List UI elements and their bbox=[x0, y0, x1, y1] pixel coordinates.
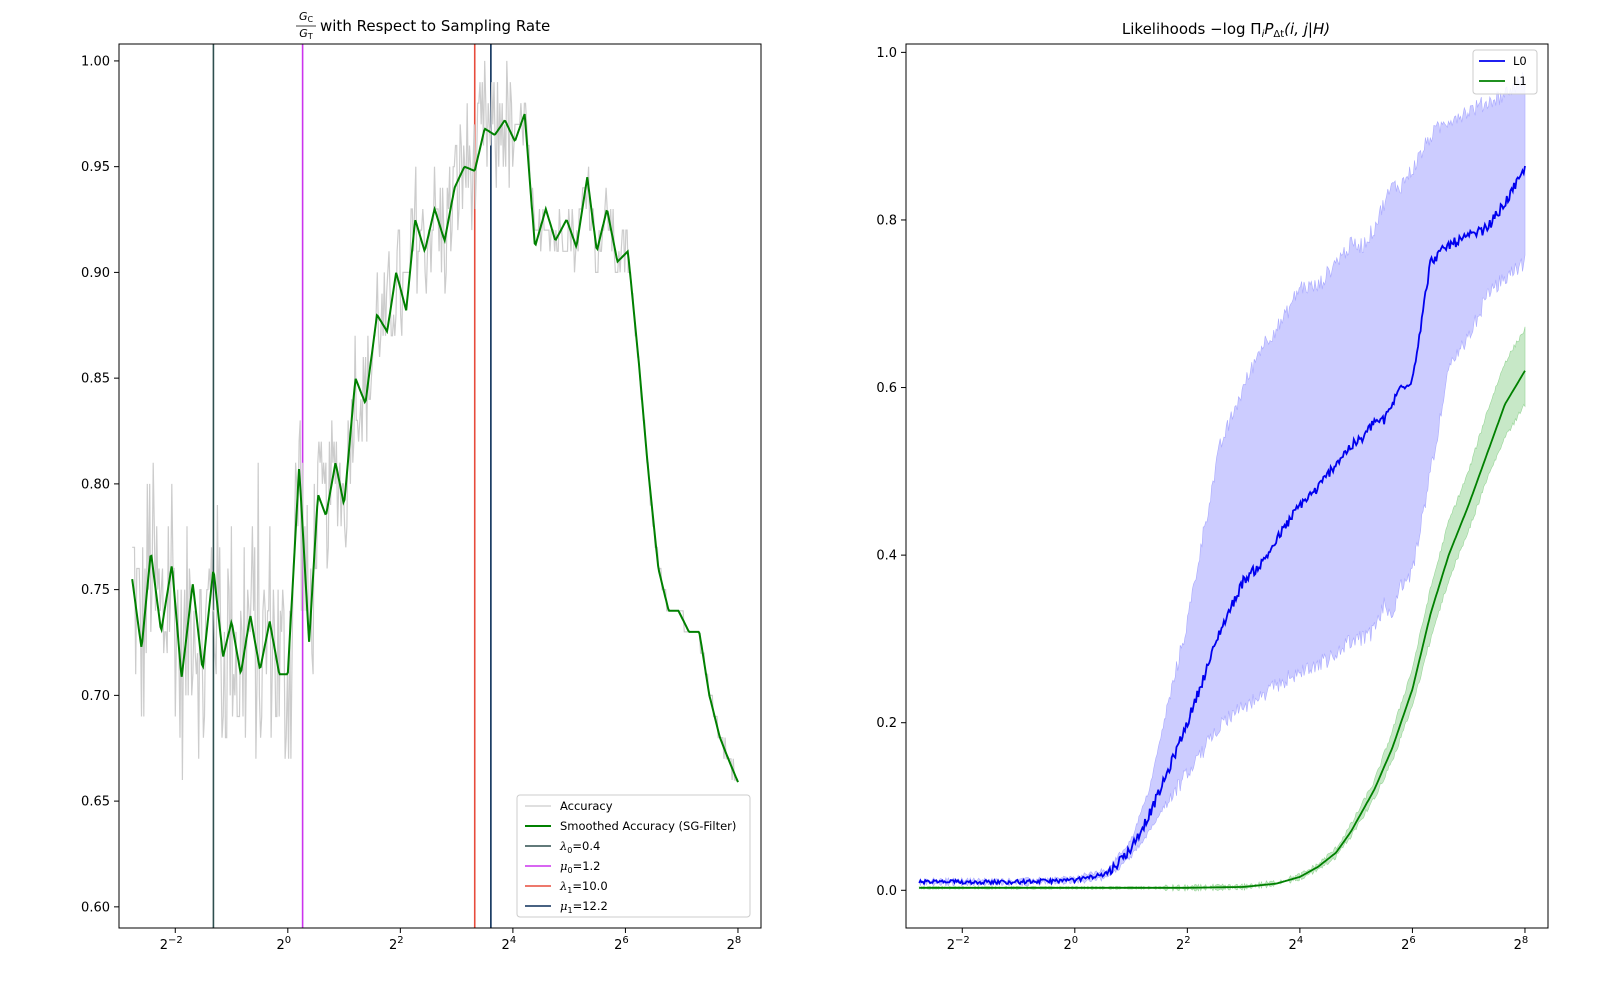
y-tick-label: 0.8 bbox=[876, 213, 897, 228]
legend-label: L1 bbox=[1513, 74, 1527, 88]
x-tick-label: 28 bbox=[1514, 935, 1529, 953]
legend-label: λ1=10.0 bbox=[559, 879, 608, 895]
x-tick-label: 28 bbox=[727, 935, 742, 953]
legend-label: L0 bbox=[1513, 54, 1527, 68]
legend-box bbox=[1472, 49, 1538, 95]
x-tick-label: 22 bbox=[1176, 935, 1191, 953]
y-tick-label: 0.95 bbox=[81, 160, 110, 175]
legend-label: λ0=0.4 bbox=[559, 839, 600, 855]
chart-title-text-left: with Respect to Sampling Rate bbox=[320, 17, 550, 35]
band-L0 bbox=[918, 71, 1526, 887]
chart-title-left: GC GT with Respect to Sampling Rate bbox=[296, 10, 550, 41]
title-fraction-numerator: GC bbox=[299, 10, 314, 24]
series-L1 bbox=[919, 370, 1526, 889]
legend-label: μ0=1.2 bbox=[560, 859, 601, 875]
legend-box bbox=[516, 794, 751, 918]
x-tick-label: 24 bbox=[502, 935, 517, 953]
x-tick-label: 2−2 bbox=[160, 935, 183, 953]
series-accuracy-raw bbox=[132, 60, 738, 781]
legend-label: Accuracy bbox=[560, 799, 613, 813]
legend-label: Smoothed Accuracy (SG-Filter) bbox=[560, 819, 736, 833]
x-tick-label: 2−2 bbox=[947, 935, 970, 953]
x-tick-label: 24 bbox=[1289, 935, 1304, 953]
x-tick-label: 26 bbox=[1401, 935, 1416, 953]
x-tick-label: 26 bbox=[614, 935, 629, 953]
x-tick-label: 20 bbox=[276, 935, 291, 953]
chart-title-right: Likelihoods −log ΠiPΔt(i, j|H) bbox=[1122, 20, 1330, 40]
legend-label: μ1=12.2 bbox=[560, 899, 608, 915]
y-tick-label: 0.90 bbox=[81, 266, 110, 281]
x-tick-label: 22 bbox=[389, 935, 404, 953]
x-tick-label: 20 bbox=[1063, 935, 1078, 953]
y-tick-label: 0.60 bbox=[81, 900, 110, 915]
series-smoothed-accuracy bbox=[131, 113, 739, 783]
title-fraction-denominator: GT bbox=[299, 27, 313, 41]
accuracy-chart: GC GT with Respect to Sampling Rate 0.60… bbox=[81, 10, 762, 953]
likelihood-chart: Likelihoods −log ΠiPΔt(i, j|H) 0.0 0.2 0.4… bbox=[876, 20, 1549, 953]
legend-left: Accuracy Smoothed Accuracy (SG-Filter) λ0=… bbox=[516, 794, 751, 918]
y-tick-label: 1.0 bbox=[876, 46, 897, 61]
y-tick-label: 0.0 bbox=[876, 884, 897, 899]
y-tick-label: 0.2 bbox=[876, 716, 897, 731]
y-tick-label: 1.00 bbox=[81, 54, 110, 69]
series-L0 bbox=[918, 165, 1526, 886]
y-tick-label: 0.85 bbox=[81, 372, 110, 387]
y-tick-label: 0.80 bbox=[81, 477, 110, 492]
y-tick-label: 0.6 bbox=[876, 381, 897, 396]
y-tick-label: 0.4 bbox=[876, 549, 897, 564]
plot-frame-right bbox=[905, 43, 1549, 929]
y-tick-label: 0.70 bbox=[81, 689, 110, 704]
y-tick-label: 0.75 bbox=[81, 583, 110, 598]
plot-frame-left bbox=[118, 43, 762, 929]
y-tick-label: 0.65 bbox=[81, 795, 110, 810]
